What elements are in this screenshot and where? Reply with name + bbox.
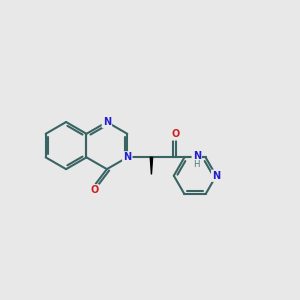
Text: N: N bbox=[212, 171, 220, 181]
Text: N: N bbox=[123, 152, 131, 162]
Text: H: H bbox=[194, 160, 200, 169]
Text: O: O bbox=[90, 185, 98, 195]
Polygon shape bbox=[150, 158, 153, 174]
Text: N: N bbox=[193, 151, 201, 161]
Text: O: O bbox=[171, 129, 180, 140]
Text: N: N bbox=[103, 117, 111, 127]
